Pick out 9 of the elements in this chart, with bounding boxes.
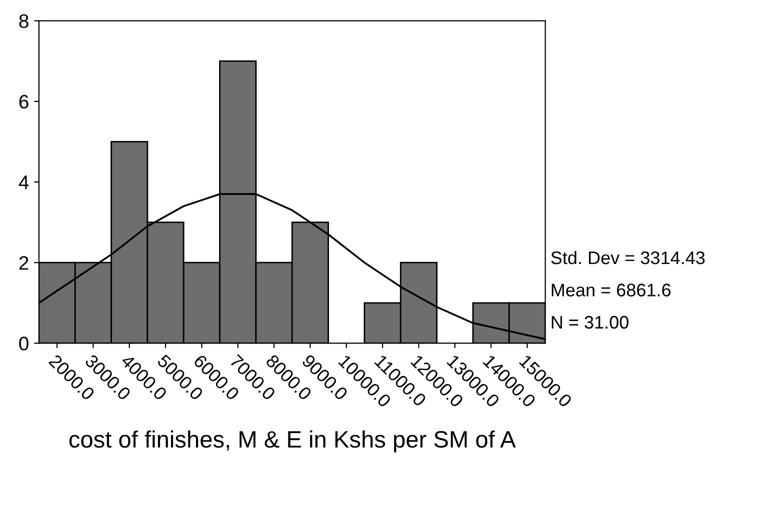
y-tick-label: 0: [19, 336, 28, 350]
text: Mean = 6861.6: [552, 284, 671, 296]
y-tick-label: 4: [18, 176, 29, 190]
y-tick-label: 8: [19, 14, 28, 28]
y-tick-label: 2: [19, 256, 28, 270]
y-tick-label: 6: [19, 94, 28, 109]
text: N = 31.00: [552, 316, 628, 329]
x-axis-title: cost of finishes, M & E in Kshs per SM of A: [69, 430, 516, 452]
text: Std. Dev = 3314.43: [551, 250, 705, 264]
